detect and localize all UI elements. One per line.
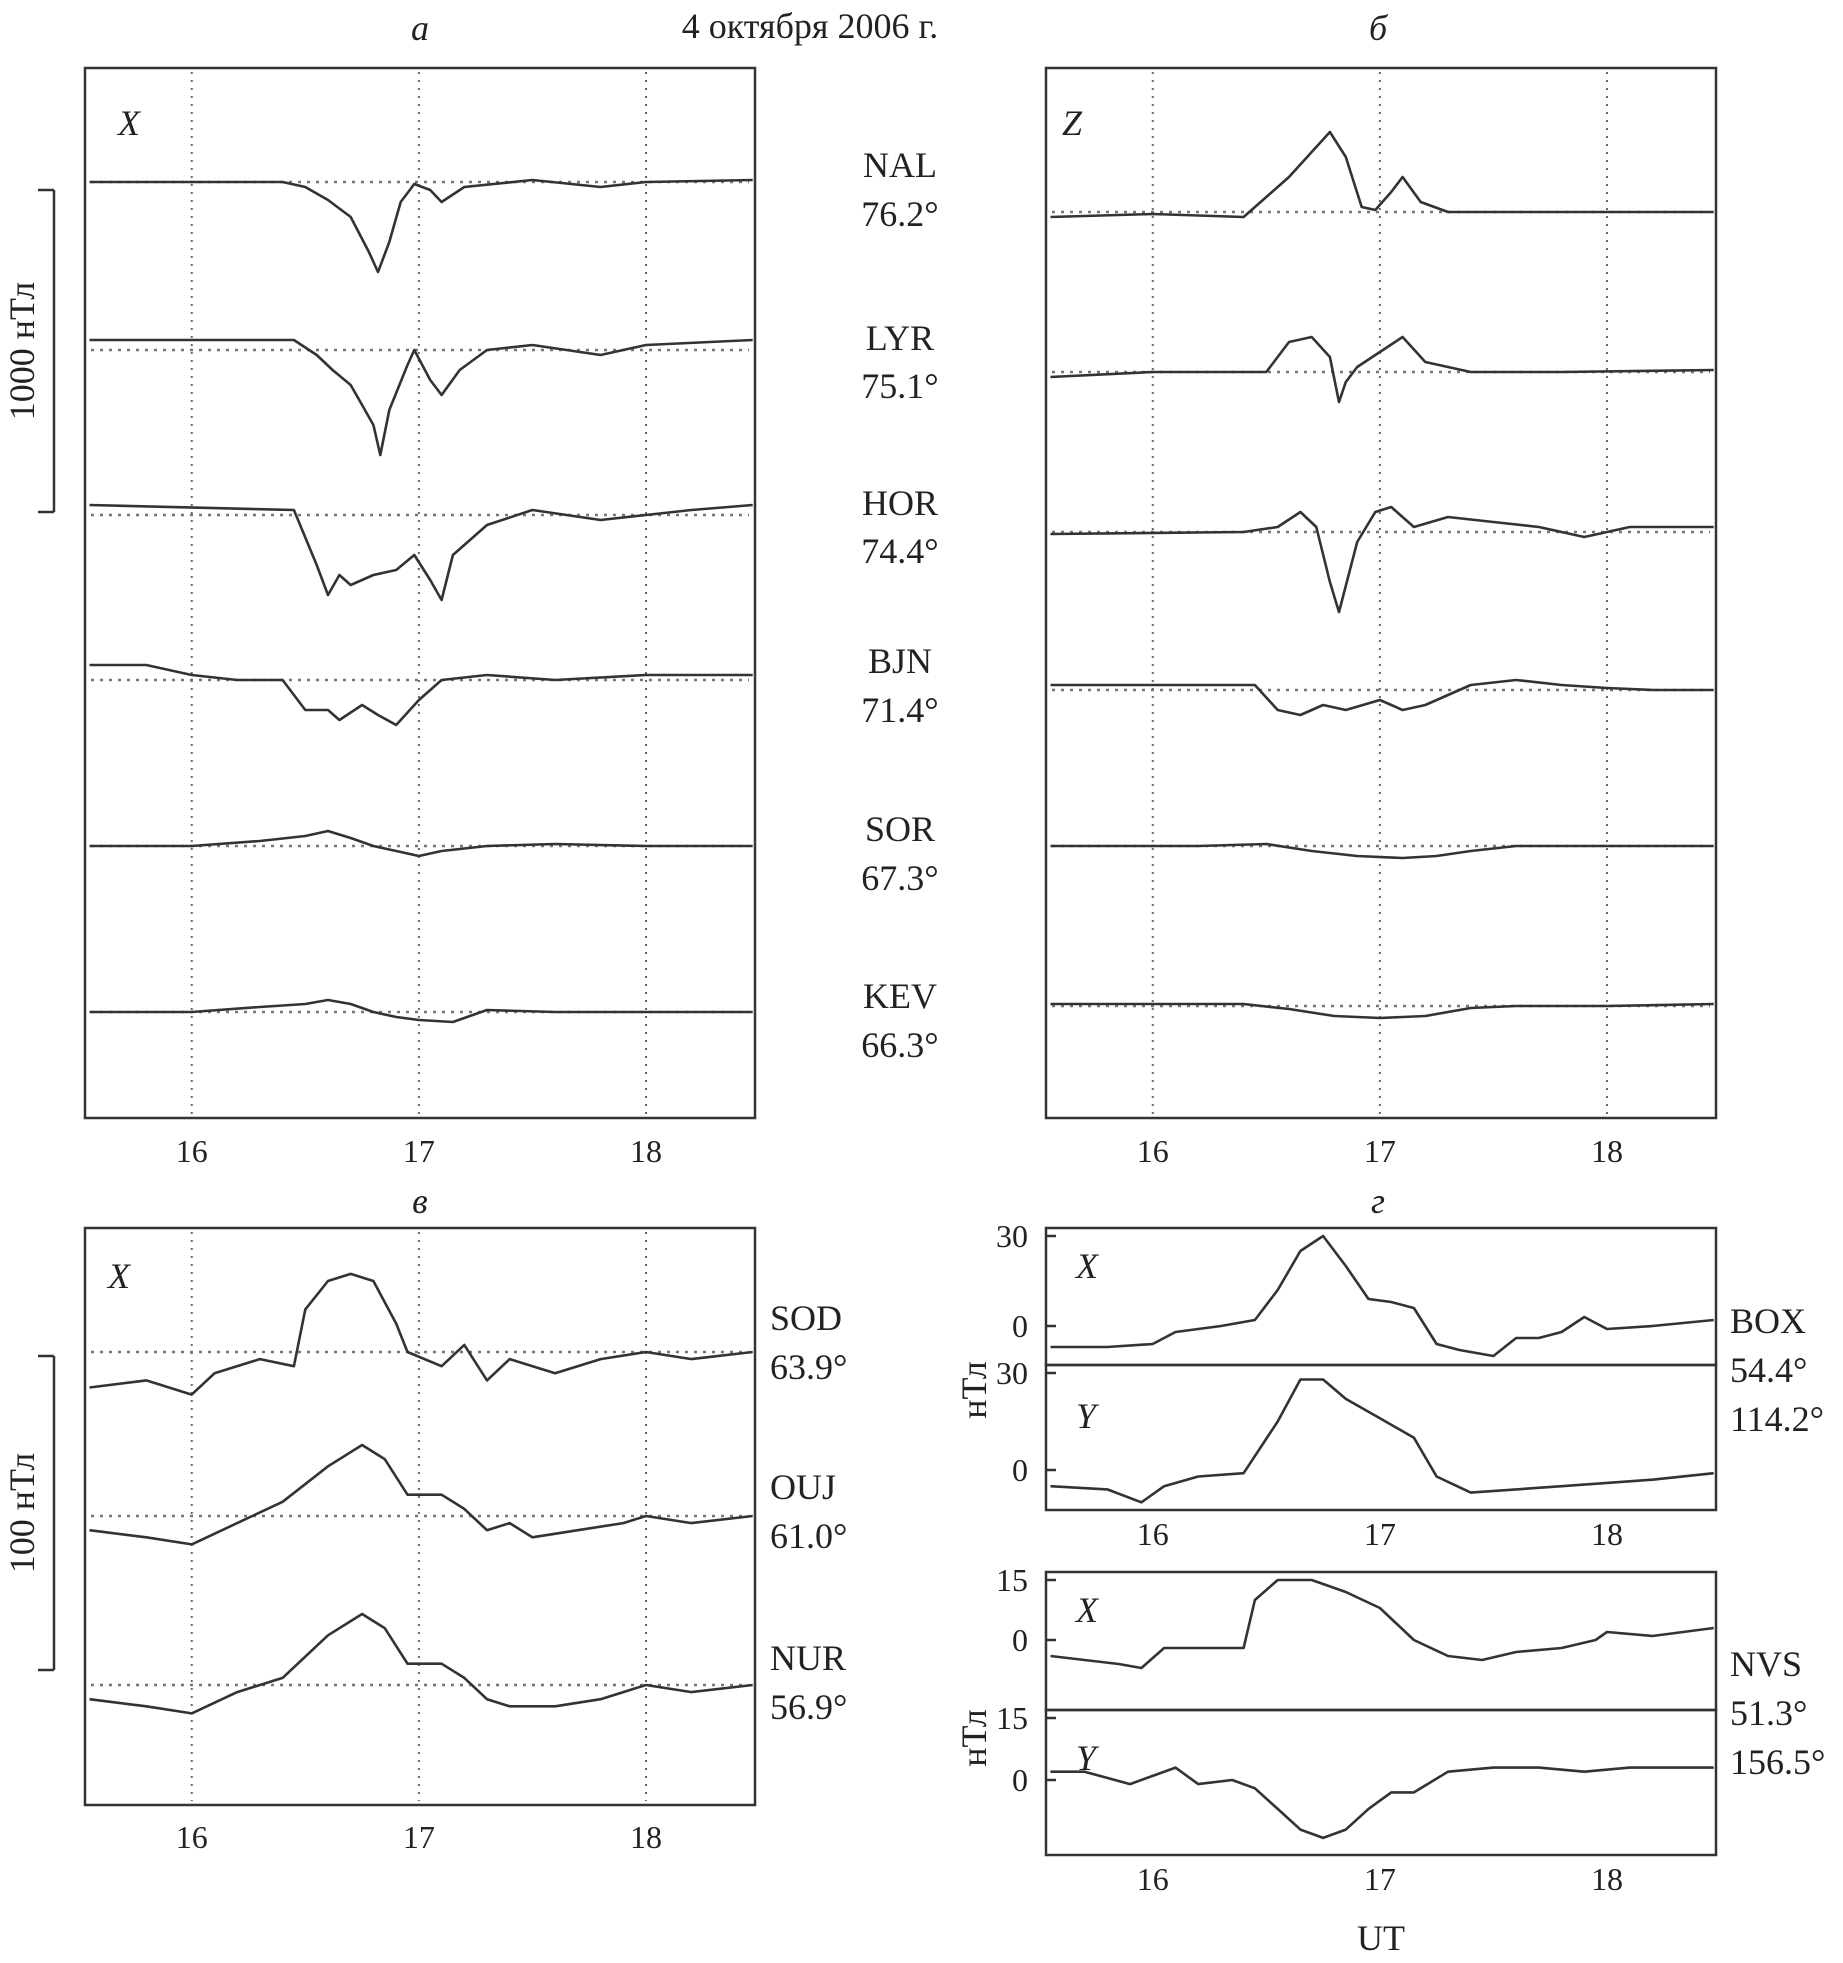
ticks-layer: 16 17 18 16 17 18 16 17 18 0 30 0 30 16 17 18 0 15 0 15 16 17… (176, 1133, 1623, 1897)
panel-g-box-y-x-tick-17: 17 (1364, 1516, 1396, 1552)
trace-b-lyr (1050, 335, 1714, 404)
panel-label-g: г (1371, 1181, 1385, 1221)
station-label-nvs: NVS (1730, 1644, 1802, 1684)
station-label-lyr: LYR (866, 318, 934, 358)
x-axis-label: UT (1357, 1918, 1405, 1958)
panel-v-x-tick-16: 16 (176, 1819, 208, 1855)
station-lon-box: 114.2° (1730, 1399, 1824, 1439)
station-label-bjn: BJN (868, 641, 932, 681)
component-label-nvs-x: X (1074, 1590, 1100, 1630)
station-label-nur: NUR (770, 1638, 846, 1678)
trace-v-ouj (89, 1443, 753, 1546)
trace-g-nvs-x (1050, 1578, 1714, 1670)
station-lat-sod: 63.9° (770, 1347, 847, 1387)
panel-g-box-y-x-tick-16: 16 (1137, 1516, 1169, 1552)
trace-a-sor (89, 829, 753, 858)
component-label-v: X (106, 1256, 132, 1296)
trace-b-bjn (1050, 678, 1714, 717)
station-lat-ouj: 61.0° (770, 1516, 847, 1556)
panel-g-nvs-x-frame (1044, 1570, 1718, 1712)
trace-g-box-y (1050, 1378, 1714, 1504)
trace-b-hor (1050, 505, 1714, 614)
station-label-hor: HOR (862, 483, 938, 523)
panel-label-b: б (1369, 8, 1389, 48)
station-lat-nur: 56.9° (770, 1687, 847, 1727)
g-nvs-x-y-tick-0: 0 (1012, 1622, 1028, 1658)
panel-b-frame (1044, 66, 1718, 1120)
ylabel-box: нТл (954, 1361, 994, 1418)
g-box-y-y-tick-30: 30 (996, 1355, 1028, 1391)
panel-g-box-y-frame (1044, 1363, 1718, 1512)
station-label-nal: NAL (863, 145, 937, 185)
traces-layer (89, 130, 1714, 1840)
panel-b-x-tick-18: 18 (1591, 1133, 1623, 1169)
station-lat-bjn: 71.4° (861, 690, 938, 730)
trace-b-kev (1050, 1002, 1714, 1020)
station-lat-nvs: 51.3° (1730, 1693, 1807, 1733)
trace-v-nur (89, 1612, 753, 1715)
panel-b-x-tick-16: 16 (1137, 1133, 1169, 1169)
trace-a-lyr (89, 338, 753, 457)
g-box-x-y-tick-30: 30 (996, 1218, 1028, 1254)
trace-g-box-x (1050, 1234, 1714, 1358)
component-label-box-x: X (1074, 1246, 1100, 1286)
trace-a-hor (89, 503, 753, 602)
panel-label-v: в (412, 1181, 428, 1221)
panel-v-frame (83, 1226, 757, 1807)
station-lat-nal: 76.2° (861, 194, 938, 234)
station-label-box: BOX (1730, 1301, 1806, 1341)
panel-g-nvs-y-x-tick-17: 17 (1364, 1861, 1396, 1897)
panel-v-x-tick-17: 17 (403, 1819, 435, 1855)
trace-b-sor (1050, 842, 1714, 860)
g-box-x-y-tick-0: 0 (1012, 1308, 1028, 1344)
component-label-a: X (116, 103, 142, 143)
station-label-kev: KEV (863, 976, 937, 1016)
trace-v-sod (89, 1272, 753, 1396)
g-box-y-y-tick-0: 0 (1012, 1452, 1028, 1488)
panel-b-x-tick-17: 17 (1364, 1133, 1396, 1169)
ylabel-nvs: нТл (954, 1709, 994, 1766)
trace-b-nal (1050, 130, 1714, 219)
scale-bar-top-label: 1000 нТл (2, 282, 42, 420)
component-label-b: Z (1062, 103, 1083, 143)
panel-a-x-tick-16: 16 (176, 1133, 208, 1169)
baseline-layer (91, 180, 1710, 1687)
station-lat-lyr: 75.1° (861, 366, 938, 406)
g-nvs-x-y-tick-15: 15 (996, 1562, 1028, 1598)
station-label-ouj: OUJ (770, 1467, 836, 1507)
component-label-box-y: Y (1076, 1396, 1100, 1436)
station-label-sod: SOD (770, 1298, 842, 1338)
station-lat-box: 54.4° (1730, 1350, 1807, 1390)
trace-a-nal (89, 178, 753, 274)
panel-g-nvs-y-frame (1044, 1708, 1718, 1857)
panel-a-x-tick-17: 17 (403, 1133, 435, 1169)
station-lat-sor: 67.3° (861, 858, 938, 898)
station-lon-nvs: 156.5° (1730, 1742, 1825, 1782)
panel-a-x-tick-18: 18 (630, 1133, 662, 1169)
trace-a-bjn (89, 663, 753, 727)
figure-title: 4 октября 2006 г. (682, 6, 938, 46)
grid-layer (190, 72, 1608, 1801)
g-nvs-y-y-tick-0: 0 (1012, 1762, 1028, 1798)
panel-g-nvs-y-x-tick-18: 18 (1591, 1861, 1623, 1897)
trace-a-kev (89, 998, 753, 1024)
trace-g-nvs-y (1050, 1766, 1714, 1840)
panel-a-frame (83, 66, 757, 1120)
panel-g-nvs-y-x-tick-16: 16 (1137, 1861, 1169, 1897)
panel-label-a: а (411, 8, 429, 48)
station-lat-kev: 66.3° (861, 1025, 938, 1065)
g-nvs-y-y-tick-15: 15 (996, 1700, 1028, 1736)
station-label-sor: SOR (865, 809, 935, 849)
scale-bar-bottom-label: 100 нТл (2, 1453, 42, 1573)
station-lat-hor: 74.4° (861, 531, 938, 571)
panel-g-box-y-x-tick-18: 18 (1591, 1516, 1623, 1552)
panel-v-x-tick-18: 18 (630, 1819, 662, 1855)
